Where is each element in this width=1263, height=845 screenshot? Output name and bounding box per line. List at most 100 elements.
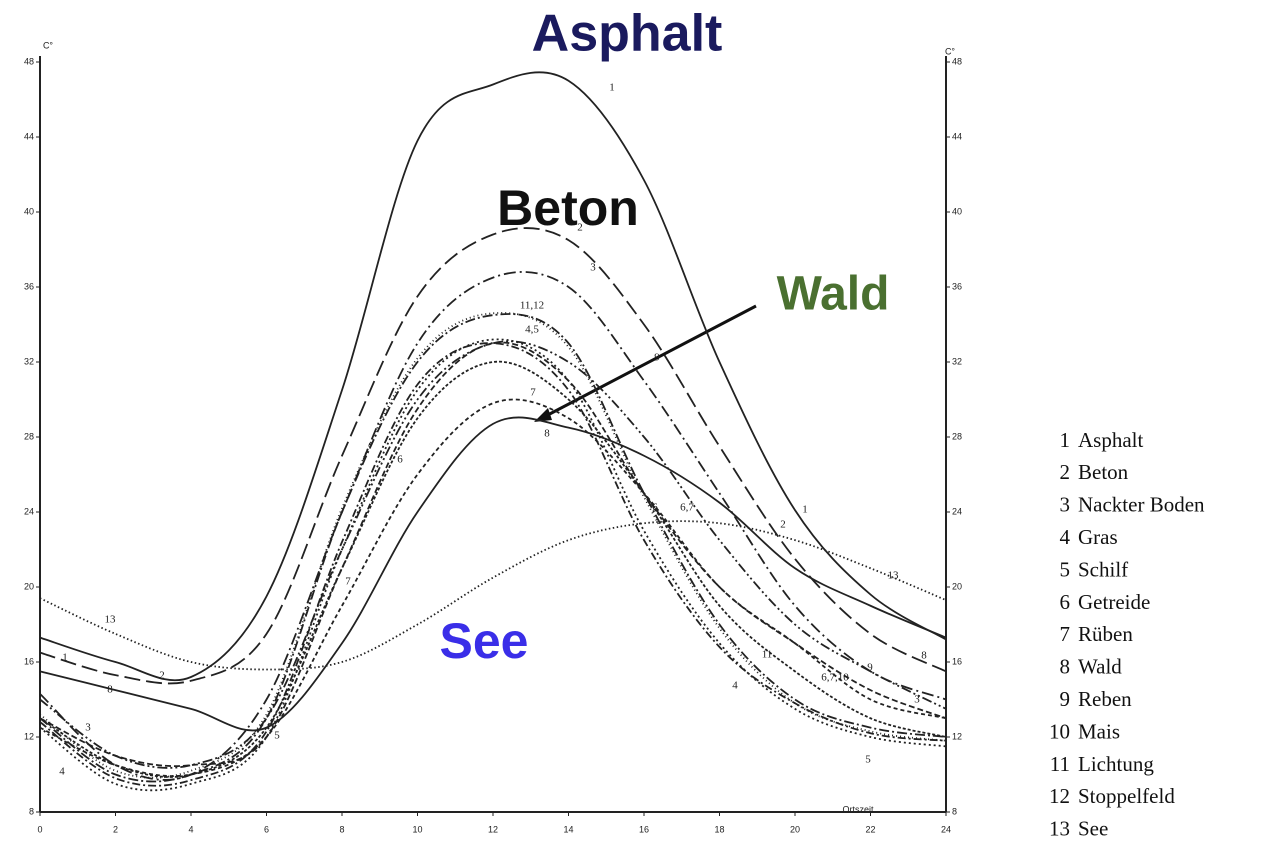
x-tick-label: 12 xyxy=(488,824,498,834)
curve-label: 13 xyxy=(888,570,900,582)
y-tick-label-right: 28 xyxy=(952,431,962,441)
legend-number: 10 xyxy=(1049,719,1070,743)
legend-label: Gras xyxy=(1078,525,1118,549)
y-tick-label-right: 8 xyxy=(952,806,957,816)
curve-label: 6 xyxy=(652,502,658,514)
x-tick-label: 24 xyxy=(941,824,951,834)
series-line xyxy=(39,227,947,685)
legend-number: 13 xyxy=(1049,817,1070,841)
curve-label: 9 xyxy=(654,352,660,364)
y-axis-label-right: C° xyxy=(945,46,955,56)
y-tick-label-right: 32 xyxy=(952,356,962,366)
y-tick-label-right: 36 xyxy=(952,281,962,291)
curve-label: 11,12 xyxy=(520,300,544,312)
y-tick-label: 16 xyxy=(24,656,34,666)
y-tick-label: 20 xyxy=(24,581,34,591)
curve-label: 6,7 xyxy=(680,502,694,514)
y-tick-label: 24 xyxy=(24,506,34,516)
curve-label: 13 xyxy=(105,614,117,626)
legend-label: Lichtung xyxy=(1078,752,1154,776)
legend-number: 3 xyxy=(1060,493,1071,517)
y-tick-label: 44 xyxy=(24,131,34,141)
x-axis-label: Ortszeit xyxy=(842,804,874,814)
legend-number: 1 xyxy=(1060,428,1071,452)
y-tick-label: 40 xyxy=(24,206,34,216)
x-tick-label: 20 xyxy=(790,824,800,834)
legend-label: Mais xyxy=(1078,719,1120,743)
series-line xyxy=(39,342,947,787)
legend-number: 11 xyxy=(1050,752,1070,776)
y-tick-label-right: 16 xyxy=(952,656,962,666)
curve-label: 1 xyxy=(62,652,68,664)
series-line xyxy=(39,313,947,783)
curve-label: 4 xyxy=(59,766,65,778)
series-line xyxy=(39,71,947,682)
legend-number: 2 xyxy=(1060,460,1071,484)
series-line xyxy=(39,341,947,768)
big-label: Wald xyxy=(777,268,890,321)
legend-label: Schilf xyxy=(1078,557,1128,581)
curve-label: 9 xyxy=(867,662,873,674)
legend-label: Getreide xyxy=(1078,590,1150,614)
legend-label: See xyxy=(1078,817,1108,841)
legend-label: Asphalt xyxy=(1078,428,1143,452)
x-tick-label: 14 xyxy=(563,824,573,834)
series-line xyxy=(39,520,947,671)
wald-arrow xyxy=(541,304,757,420)
x-tick-label: 22 xyxy=(865,824,875,834)
curve-label: 7 xyxy=(530,387,536,399)
x-tick-label: 16 xyxy=(639,824,649,834)
legend-number: 9 xyxy=(1060,687,1071,711)
y-tick-label-right: 24 xyxy=(952,506,962,516)
legend-number: 4 xyxy=(1060,525,1071,549)
series-line xyxy=(39,360,947,778)
series-line xyxy=(39,338,947,792)
curve-label: 3 xyxy=(590,262,596,274)
y-tick-label-right: 12 xyxy=(952,731,962,741)
y-tick-label: 36 xyxy=(24,281,34,291)
curve-label: 1 xyxy=(802,504,808,516)
y-tick-label: 32 xyxy=(24,356,34,366)
curve-label: 5 xyxy=(274,730,280,742)
series-line xyxy=(39,416,947,732)
curve-label: 7 xyxy=(345,576,351,588)
curve-label: 1 xyxy=(609,82,615,94)
curve-label: 3 xyxy=(914,694,920,706)
big-label: See xyxy=(440,613,529,669)
y-axis-label: C° xyxy=(43,40,53,50)
curve-label: 2 xyxy=(159,670,165,682)
curve-label: 11 xyxy=(762,649,773,661)
series-line xyxy=(39,340,947,769)
legend-label: Wald xyxy=(1078,655,1122,679)
curve-label: 8 xyxy=(921,650,927,662)
x-tick-label: 18 xyxy=(714,824,724,834)
x-tick-label: 2 xyxy=(113,824,118,834)
x-tick-label: 8 xyxy=(339,824,344,834)
legend-number: 12 xyxy=(1049,784,1070,808)
curve-label: 3 xyxy=(85,722,91,734)
legend-number: 6 xyxy=(1060,590,1071,614)
legend-number: 8 xyxy=(1060,655,1071,679)
y-tick-label: 12 xyxy=(24,731,34,741)
curve-label: 6,7,10 xyxy=(821,672,849,684)
y-tick-label: 48 xyxy=(24,56,34,66)
legend-label: Reben xyxy=(1078,687,1132,711)
y-tick-label-right: 40 xyxy=(952,206,962,216)
x-tick-label: 0 xyxy=(37,824,42,834)
curve-label: 2 xyxy=(780,519,786,531)
x-tick-label: 6 xyxy=(264,824,269,834)
legend-number: 7 xyxy=(1060,622,1071,646)
legend-label: Beton xyxy=(1078,460,1129,484)
y-tick-label-right: 44 xyxy=(952,131,962,141)
curve-label: 8 xyxy=(107,684,113,696)
legend-label: Rüben xyxy=(1078,622,1133,646)
series-line xyxy=(39,271,947,781)
y-tick-label-right: 20 xyxy=(952,581,962,591)
curve-label: 4,5 xyxy=(525,324,539,336)
curve-label: 6 xyxy=(397,454,403,466)
y-tick-label: 28 xyxy=(24,431,34,441)
y-tick-label: 8 xyxy=(29,806,34,816)
curve-label: 2 xyxy=(577,222,583,234)
legend-label: Stoppelfeld xyxy=(1078,784,1175,808)
